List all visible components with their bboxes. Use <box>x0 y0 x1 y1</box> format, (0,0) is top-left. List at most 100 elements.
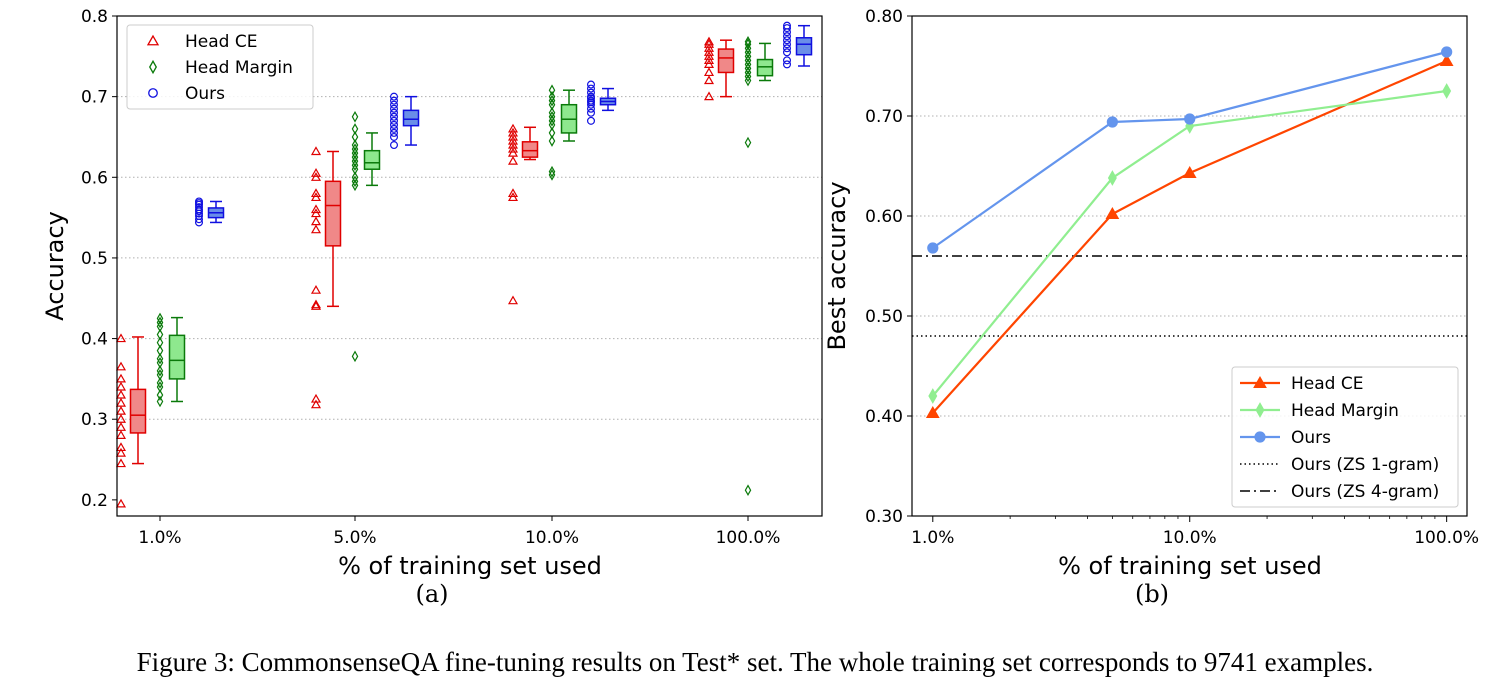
panel-a-point <box>156 389 164 401</box>
panel-b-legend-box <box>1231 366 1459 508</box>
panel-b-point <box>927 242 939 254</box>
panel-a-point <box>586 84 595 93</box>
panel-a-legend: Head CE Head Margin Ours <box>126 24 314 110</box>
panel-a-legend-markers <box>146 34 160 98</box>
panel-a-ytick-label: 0.7 <box>81 88 108 108</box>
panel-a-point <box>310 216 322 226</box>
panel-a-point <box>390 100 399 109</box>
panel-a-point <box>782 36 791 45</box>
panel-a-box <box>795 37 813 56</box>
panel-a-point <box>115 442 127 452</box>
panel-a-point <box>195 215 204 224</box>
panel-a-point <box>310 168 322 177</box>
panel-a-point <box>586 80 595 89</box>
panel-b-axes: 0.30 0.40 0.50 0.60 0.70 0.80 1.0% 10.0% 100.0% <box>865 7 1479 548</box>
panel-a-point <box>156 344 164 357</box>
panel-b-point <box>1442 83 1452 99</box>
panel-b-marks <box>912 46 1467 418</box>
panel-a-point <box>390 116 399 125</box>
panel-a-box <box>717 48 735 74</box>
panel-a-point <box>586 108 595 117</box>
panel-a-ytick-label: 0.5 <box>81 249 108 269</box>
panel-b-point <box>1106 116 1118 128</box>
panel-a-point <box>782 48 791 57</box>
panel-b-line-chart: 0.300.400.500.600.700.801.0% 10.0% 100.0% … <box>823 7 1479 608</box>
panel-a-ytick-label: 0.4 <box>81 330 108 350</box>
panel-a-box <box>402 109 420 127</box>
panel-a-point <box>156 336 164 349</box>
panel-a-point <box>703 91 715 101</box>
panel-a-point <box>586 92 595 101</box>
panel-a-xtick-label: 1.0% <box>138 528 181 548</box>
panel-a-point <box>390 141 399 150</box>
panel-a-point <box>351 139 359 151</box>
panel-a-point <box>586 116 595 125</box>
panel-a-point <box>507 123 519 133</box>
panel-a-legend-marker <box>149 59 157 75</box>
panel-a-point <box>195 197 204 206</box>
panel-a-point <box>744 136 752 149</box>
panel-a-point <box>744 484 752 497</box>
panel-a-point <box>351 131 359 143</box>
panel-a-point <box>310 301 322 310</box>
panel-a-point <box>703 36 715 46</box>
panel-b-legend-marker <box>1255 402 1265 418</box>
panel-a-point <box>156 377 164 389</box>
panel-b-ytick-label: 0.70 <box>865 107 903 127</box>
panel-a-point <box>548 169 556 181</box>
panel-b-legend-label-head-ce: Head CE <box>1291 374 1363 394</box>
panel-a-point <box>351 171 359 184</box>
panel-a-point <box>310 224 322 234</box>
panel-a-legend-label-head-ce: Head CE <box>185 32 257 52</box>
panel-a-point <box>390 96 399 105</box>
panel-b-ytick-label: 0.30 <box>865 507 903 527</box>
panel-a-frame <box>116 15 823 517</box>
panel-a-point <box>115 373 127 383</box>
panel-a-xtick-label: 100.0% <box>716 528 781 548</box>
panel-a-point <box>156 395 164 408</box>
panel-a-xtick-label: 5.0% <box>333 528 376 548</box>
panel-a-point <box>507 155 519 165</box>
panel-a-point <box>115 458 127 468</box>
panel-a-point <box>310 204 322 214</box>
panel-a-ytick-label: 0.2 <box>81 491 108 511</box>
panel-a-sublabel: (a) <box>415 580 448 608</box>
panel-b-point <box>1441 46 1453 58</box>
panel-b-ylabel: Best accuracy <box>823 181 851 350</box>
panel-a-point <box>156 365 164 377</box>
panel-a-point <box>310 399 322 409</box>
panel-a-point <box>744 35 752 48</box>
panel-b-legend-label-head-margin: Head Margin <box>1291 401 1399 421</box>
panel-b-series-line <box>931 59 1448 414</box>
panel-a-box <box>168 334 186 380</box>
panel-a-ytick-label: 0.8 <box>81 7 108 27</box>
panel-a-point <box>390 104 399 113</box>
panel-a-xlabel: % of training set used <box>338 552 602 580</box>
panel-a-box <box>324 180 342 247</box>
panel-a-point <box>507 188 519 198</box>
figure-caption: Figure 3: CommonsenseQA fine-tuning resu… <box>137 647 1374 677</box>
panel-a-point <box>115 447 127 457</box>
panel-b-ytick-label: 0.80 <box>865 7 903 27</box>
panel-a-point <box>548 84 556 97</box>
panel-a-point <box>351 123 359 135</box>
panel-a-legend-marker <box>146 34 160 46</box>
panel-a-point <box>310 299 322 309</box>
panel-a-point <box>390 120 399 129</box>
panel-a-point <box>548 90 556 103</box>
panel-a-point <box>195 203 204 212</box>
panel-a-box <box>521 141 539 158</box>
panel-a-box <box>363 149 381 170</box>
panel-a-point <box>390 108 399 117</box>
panel-b-series-line <box>932 50 1447 249</box>
panel-a-point <box>782 24 791 33</box>
panel-a-point <box>782 56 791 65</box>
panel-b-legend-label-zs-1gram: Ours (ZS 1-gram) <box>1291 455 1439 475</box>
panel-a-point <box>390 132 399 141</box>
panel-b-ytick-label: 0.60 <box>865 207 903 227</box>
panel-a-ytick-label: 0.6 <box>81 168 108 188</box>
panel-a-point <box>115 422 127 431</box>
panel-a-point <box>115 405 127 415</box>
panel-b-series-line <box>931 89 1447 397</box>
panel-a-point <box>703 67 715 77</box>
